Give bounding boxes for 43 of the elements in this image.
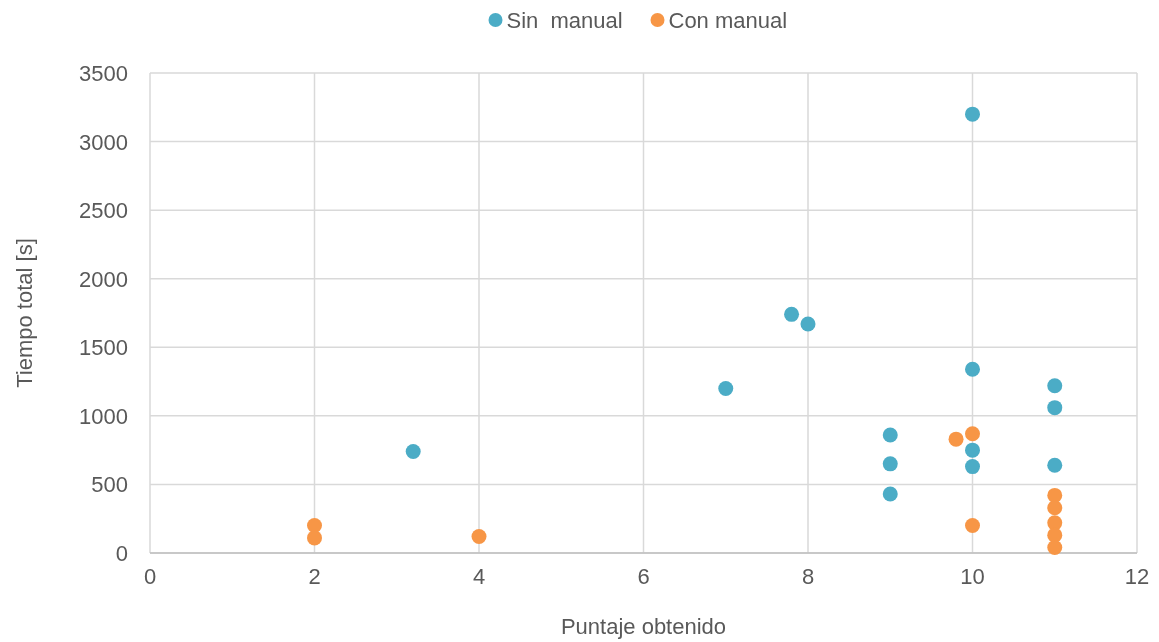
x-tick-label: 4 [472, 564, 486, 589]
x-tick-label: 6 [637, 564, 650, 589]
x-tick-label: 0 [143, 564, 157, 589]
point [965, 106, 980, 122]
point [882, 427, 898, 443]
x-axis-title: Puntaje obtenido [560, 614, 727, 639]
legend-label: Con manual [668, 8, 788, 33]
point [948, 431, 964, 447]
point [965, 459, 980, 475]
point [405, 444, 421, 460]
y-tick-label: 2500 [79, 198, 128, 224]
point [1047, 487, 1063, 503]
y-tick-label: 1000 [79, 403, 128, 429]
point [307, 518, 322, 534]
point [965, 442, 980, 458]
x-tick-label: 12 [1124, 564, 1150, 589]
y-tick-label: 1500 [79, 335, 128, 361]
point [471, 529, 487, 545]
y-tick-label: 0 [115, 541, 128, 566]
y-tick-label: 2000 [79, 266, 128, 292]
y-tick-label: 500 [91, 472, 128, 498]
point [1047, 540, 1063, 556]
y-tick-label: 3000 [79, 129, 128, 155]
point [965, 361, 980, 377]
point [1047, 515, 1063, 531]
x-tick-label: 10 [960, 564, 985, 589]
point [882, 486, 898, 502]
point [784, 306, 800, 322]
y-axis-title: Tiempo total [s] [12, 238, 37, 388]
point [1047, 400, 1063, 416]
y-tick-label: 3500 [79, 61, 128, 86]
legend-label: Sin manual [506, 8, 623, 33]
point [307, 530, 322, 546]
point [882, 456, 898, 472]
point [965, 518, 980, 534]
point [1047, 378, 1063, 394]
x-tick-label: 8 [801, 564, 815, 589]
point [1047, 500, 1063, 516]
point [718, 380, 734, 396]
point [1047, 457, 1063, 473]
point [965, 426, 980, 442]
x-tick-label: 2 [308, 564, 321, 589]
point [800, 316, 816, 332]
